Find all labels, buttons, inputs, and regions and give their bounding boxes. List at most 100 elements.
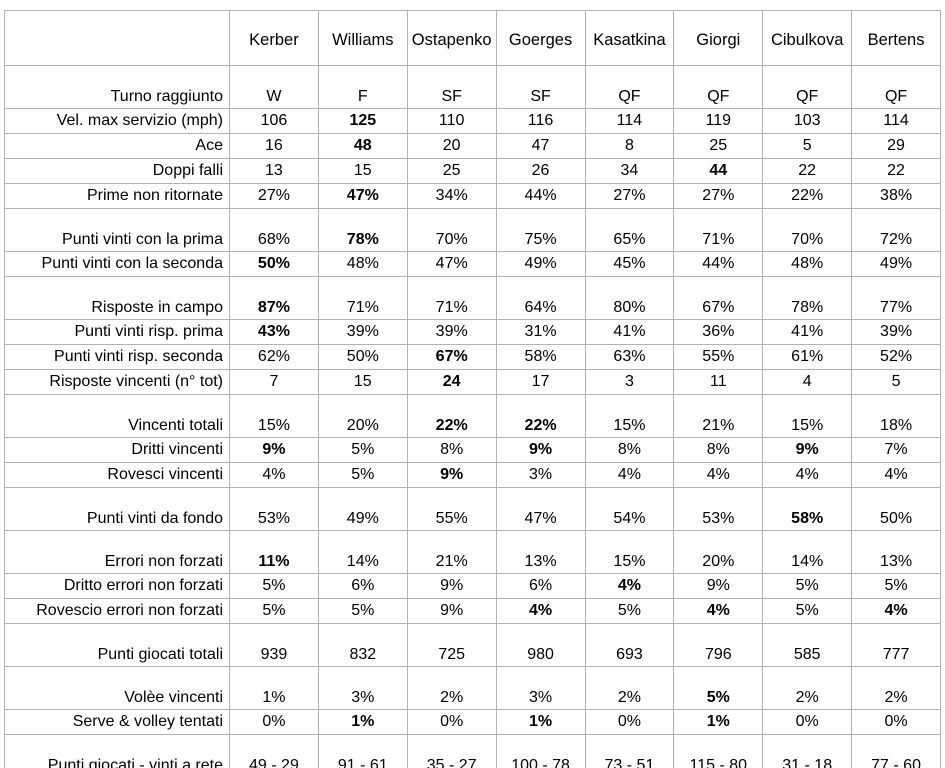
stat-cell: QF xyxy=(584,65,675,109)
row-label: Punti vinti da fondo xyxy=(4,487,230,531)
stat-cell: 1% xyxy=(673,709,764,735)
stat-cell: 4% xyxy=(229,462,319,488)
stat-cell: W xyxy=(229,65,319,109)
stat-cell: 15% xyxy=(762,394,853,438)
stat-cell: 103 xyxy=(762,108,853,134)
stat-cell: 21% xyxy=(406,530,497,574)
stat-cell: 41% xyxy=(584,319,675,345)
stat-cell: 50% xyxy=(317,344,408,370)
stat-cell: 27% xyxy=(229,183,319,209)
stat-cell: 114 xyxy=(851,108,941,134)
stat-cell: 50% xyxy=(851,487,941,531)
stat-cell: 5% xyxy=(762,598,853,624)
stat-cell: 87% xyxy=(229,276,319,320)
stat-cell: 8 xyxy=(584,133,675,159)
stat-cell: 1% xyxy=(229,666,319,710)
stat-cell: 15% xyxy=(584,394,675,438)
stat-cell: 1% xyxy=(495,709,586,735)
stat-cell: 39% xyxy=(317,319,408,345)
stat-cell: 21% xyxy=(673,394,764,438)
table-header: Kerber Williams Ostapenko Goerges Kasatkina G… xyxy=(4,10,941,66)
stat-cell: 65% xyxy=(584,208,675,252)
stat-cell: 55% xyxy=(406,487,497,531)
stat-cell: 18% xyxy=(851,394,941,438)
stat-cell: 4% xyxy=(584,462,675,488)
stat-cell: 777 xyxy=(851,623,941,667)
stat-cell: 3 xyxy=(584,369,675,395)
stat-cell: QF xyxy=(673,65,764,109)
stat-cell: 5% xyxy=(851,573,941,599)
column-header-kerber: Kerber xyxy=(229,10,319,66)
stat-cell: 54% xyxy=(584,487,675,531)
stat-cell: 80% xyxy=(584,276,675,320)
stat-cell: 67% xyxy=(406,344,497,370)
stat-cell: 114 xyxy=(584,108,675,134)
stat-cell: 27% xyxy=(584,183,675,209)
row-label: Punti vinti risp. prima xyxy=(4,319,230,345)
stat-cell: 91 - 61 xyxy=(317,734,408,768)
stat-cell: 0% xyxy=(229,709,319,735)
row-label: Volèe vincenti xyxy=(4,666,230,710)
stat-cell: 4% xyxy=(851,462,941,488)
stat-cell: 4% xyxy=(851,598,941,624)
table-row: Punti giocati totali 939 832 725 980 693 796 58… xyxy=(4,623,941,667)
stat-cell: 3% xyxy=(495,462,586,488)
stat-cell: 27% xyxy=(673,183,764,209)
stat-cell: 16 xyxy=(229,133,319,159)
stat-cell: 22% xyxy=(406,394,497,438)
column-header-ostapenko: Ostapenko xyxy=(406,10,497,66)
stat-cell: 52% xyxy=(851,344,941,370)
stat-cell: 15% xyxy=(584,530,675,574)
stat-cell: 67% xyxy=(673,276,764,320)
row-label: Risposte vincenti (n° tot) xyxy=(4,369,230,395)
table-row: Risposte in campo 87% 71% 71% 64% 80% 67% 78% 77… xyxy=(4,276,941,320)
stat-cell: 125 xyxy=(317,108,408,134)
stat-cell: 77% xyxy=(851,276,941,320)
stat-cell: 45% xyxy=(584,251,675,277)
column-header-giorgi: Giorgi xyxy=(673,10,764,66)
stat-cell: 4 xyxy=(762,369,853,395)
stat-cell: 5% xyxy=(229,573,319,599)
stat-cell: 7% xyxy=(851,437,941,463)
table-row: Serve & volley tentati 0% 1% 0% 1% 0% 1% 0% 0% xyxy=(4,709,941,735)
stat-cell: 9% xyxy=(406,598,497,624)
row-label: Ace xyxy=(4,133,230,159)
table-row: Punti vinti da fondo 53% 49% 55% 47% 54% 53% 58… xyxy=(4,487,941,531)
table-row: Risposte vincenti (n° tot) 7 15 24 17 3 11 4 5 xyxy=(4,369,941,395)
table-row: Doppi falli 13 15 25 26 34 44 22 22 xyxy=(4,158,941,184)
stat-cell: 41% xyxy=(762,319,853,345)
row-label: Dritti vincenti xyxy=(4,437,230,463)
stat-cell: 8% xyxy=(406,437,497,463)
stat-cell: 3% xyxy=(495,666,586,710)
stat-cell: 4% xyxy=(584,573,675,599)
stat-cell: 48% xyxy=(317,251,408,277)
stat-cell: 78% xyxy=(762,276,853,320)
stat-cell: 48% xyxy=(762,251,853,277)
stat-cell: 49% xyxy=(317,487,408,531)
stat-cell: 25 xyxy=(406,158,497,184)
stat-cell: 47% xyxy=(406,251,497,277)
table-row: Vel. max servizio (mph) 106 125 110 116 114 11… xyxy=(4,108,941,134)
stat-cell: 5 xyxy=(762,133,853,159)
row-label: Doppi falli xyxy=(4,158,230,184)
stat-cell: 47% xyxy=(317,183,408,209)
stat-cell: 77 - 60 xyxy=(851,734,941,768)
stat-cell: 4% xyxy=(673,462,764,488)
stat-cell: 5% xyxy=(317,598,408,624)
stat-cell: 796 xyxy=(673,623,764,667)
row-label: Vel. max servizio (mph) xyxy=(4,108,230,134)
stat-cell: F xyxy=(317,65,408,109)
column-header-kasatkina: Kasatkina xyxy=(584,10,675,66)
stat-cell: 9% xyxy=(673,573,764,599)
stat-cell: 71% xyxy=(317,276,408,320)
stat-cell: 48 xyxy=(317,133,408,159)
stat-cell: 2% xyxy=(406,666,497,710)
stat-cell: 6% xyxy=(495,573,586,599)
stat-cell: 53% xyxy=(229,487,319,531)
row-label: Serve & volley tentati xyxy=(4,709,230,735)
stat-cell: 55% xyxy=(673,344,764,370)
stat-cell: 9% xyxy=(229,437,319,463)
stat-cell: 5% xyxy=(317,437,408,463)
stat-cell: 75% xyxy=(495,208,586,252)
